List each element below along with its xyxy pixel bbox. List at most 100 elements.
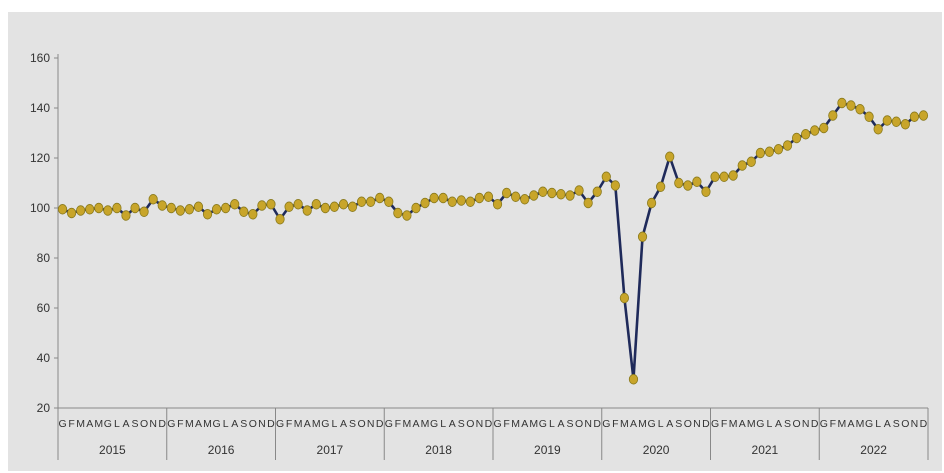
month-tick-label: O: [793, 418, 801, 430]
y-tick-label: 80: [37, 251, 51, 265]
month-tick-label: D: [485, 418, 493, 430]
data-point: [184, 204, 195, 215]
axes: [57, 54, 928, 409]
month-tick-label: M: [729, 418, 738, 430]
data-point: [819, 122, 829, 134]
data-point: [864, 111, 874, 122]
data-point: [293, 199, 303, 210]
month-tick-label: D: [158, 418, 166, 430]
data-point: [456, 195, 466, 206]
data-point: [402, 210, 412, 221]
month-tick-label: G: [756, 418, 764, 430]
data-point: [837, 97, 847, 109]
data-point: [701, 186, 711, 197]
month-tick-label: G: [865, 418, 873, 430]
month-tick-label: G: [276, 418, 284, 430]
month-tick-label: M: [94, 418, 103, 430]
data-point: [801, 129, 811, 140]
data-points: [57, 97, 929, 385]
data-point: [492, 199, 503, 210]
data-point: [882, 115, 892, 126]
y-tick-label: 60: [37, 301, 51, 315]
data-point: [474, 192, 485, 204]
year-tick-label: 2020: [643, 443, 670, 457]
month-tick-label: G: [385, 418, 393, 430]
data-point: [846, 100, 856, 111]
month-tick-label: A: [775, 418, 782, 430]
data-point: [855, 104, 865, 115]
data-point: [166, 202, 176, 214]
month-tick-label: F: [395, 418, 401, 430]
data-point: [103, 205, 113, 216]
data-point: [257, 200, 267, 211]
data-point: [429, 192, 439, 204]
data-point: [347, 201, 358, 212]
month-tick-label: G: [58, 418, 66, 430]
data-point: [746, 156, 756, 167]
month-tick-label: F: [177, 418, 183, 430]
year-tick-label: 2017: [317, 443, 344, 457]
data-point: [538, 186, 548, 197]
data-point: [76, 205, 86, 216]
data-point: [175, 205, 185, 216]
month-tick-label: A: [449, 418, 456, 430]
month-tick-label: M: [511, 418, 520, 430]
month-tick-label: G: [167, 418, 175, 430]
month-tick-label: D: [920, 418, 928, 430]
month-tick-label: M: [838, 418, 847, 430]
month-tick-label: N: [802, 418, 810, 430]
data-point: [112, 202, 122, 214]
month-tick-label: F: [612, 418, 618, 430]
year-tick-label: 2019: [534, 443, 561, 457]
data-point: [710, 171, 720, 182]
month-tick-label: S: [675, 418, 682, 430]
data-point: [366, 196, 376, 207]
data-point: [121, 210, 131, 221]
month-tick-label: L: [331, 418, 337, 430]
month-tick-label: F: [286, 418, 292, 430]
month-tick-label: O: [249, 418, 257, 430]
data-point: [420, 197, 430, 209]
data-point: [329, 201, 340, 212]
month-tick-label: G: [648, 418, 656, 430]
data-point: [764, 146, 775, 157]
data-point: [637, 231, 648, 242]
month-tick-label: O: [684, 418, 692, 430]
data-point: [656, 181, 666, 192]
data-point: [311, 199, 321, 210]
data-point: [284, 201, 294, 212]
data-point: [211, 204, 222, 215]
month-tick-label: M: [638, 418, 647, 430]
y-axis-ticks: 20 40 60 80 100 120 140 160: [30, 51, 58, 415]
data-point: [782, 140, 793, 151]
month-tick-label: G: [104, 418, 112, 430]
data-point: [320, 202, 330, 214]
month-tick-label: A: [122, 418, 129, 430]
y-tick-label: 120: [30, 151, 50, 165]
month-tick-label: A: [231, 418, 238, 430]
month-tick-label: G: [493, 418, 501, 430]
data-point: [674, 177, 684, 189]
data-point: [547, 187, 557, 199]
data-point: [828, 110, 838, 121]
data-point: [221, 202, 231, 214]
data-point: [411, 202, 421, 214]
month-tick-label: A: [304, 418, 311, 430]
month-tick-label: G: [430, 418, 438, 430]
month-tick-label: A: [195, 418, 202, 430]
month-tick-label: S: [893, 418, 900, 430]
month-tick-label: L: [875, 418, 881, 430]
data-point: [302, 205, 312, 216]
data-point: [728, 170, 738, 181]
month-tick-label: O: [575, 418, 583, 430]
data-point: [57, 204, 68, 215]
month-tick-label: L: [549, 418, 555, 430]
month-tick-label: O: [466, 418, 474, 430]
month-tick-label: L: [658, 418, 664, 430]
data-point: [85, 204, 95, 215]
month-tick-label: G: [321, 418, 329, 430]
data-point: [556, 189, 566, 200]
data-point: [601, 171, 611, 182]
month-tick-label: M: [294, 418, 303, 430]
